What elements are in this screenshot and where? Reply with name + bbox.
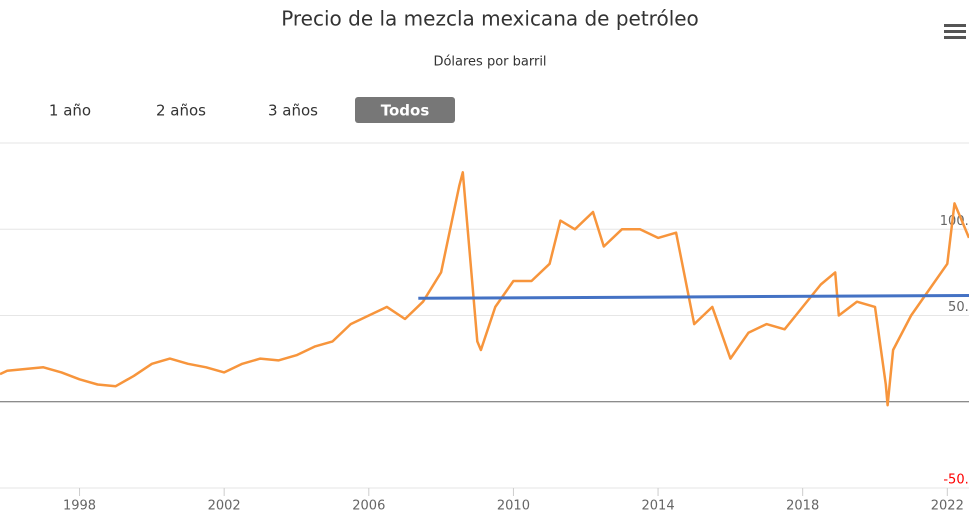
x-tick-label: 2018 (786, 499, 819, 514)
x-tick-label: 2010 (497, 499, 530, 514)
x-tick-label: 2006 (352, 499, 385, 514)
menu-icon[interactable] (944, 24, 966, 39)
y-tick-label: -50.0 (943, 473, 969, 488)
x-tick-label: 2014 (642, 499, 675, 514)
range-button[interactable]: 3 años (268, 102, 318, 120)
x-tick-label: 1998 (63, 499, 96, 514)
x-tick-label: 2002 (208, 499, 241, 514)
series-line (0, 171, 969, 407)
range-button[interactable]: Todos (381, 102, 430, 120)
series-line (418, 294, 969, 300)
range-button-bg[interactable] (355, 97, 455, 123)
chart-subtitle: Dólares por barril (433, 55, 546, 70)
range-button[interactable]: 2 años (156, 102, 206, 120)
y-tick-label: 50.0 (948, 300, 969, 315)
range-button[interactable]: 1 año (49, 102, 91, 120)
chart-title: Precio de la mezcla mexicana de petróleo (281, 7, 699, 31)
x-tick-label: 2022 (931, 499, 964, 514)
